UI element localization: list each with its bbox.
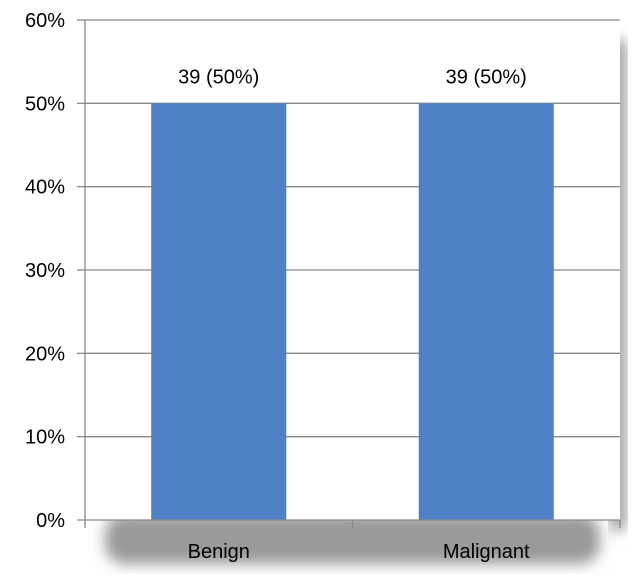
y-tick-label: 10% [25,427,65,449]
y-tick-label: 60% [25,10,65,32]
bars [151,103,554,520]
y-tick-labels: 0% 10% 20% 30% 40% 50% 60% [25,10,85,532]
x-tick-label: Benign [188,541,250,563]
y-tick-label: 50% [25,93,65,115]
x-tick-labels: Benign Malignant [188,541,530,563]
data-labels: 39 (50%) 39 (50%) [178,66,527,88]
shadow-bottom [105,514,600,564]
y-tick-label: 0% [36,510,65,532]
y-tick-label: 30% [25,260,65,282]
data-label: 39 (50%) [178,66,259,88]
data-label: 39 (50%) [446,66,527,88]
bar-benign [151,103,287,520]
x-tick-label: Malignant [443,541,530,563]
y-tick-label: 20% [25,343,65,365]
y-tick-label: 40% [25,177,65,199]
bar-malignant [418,103,554,520]
